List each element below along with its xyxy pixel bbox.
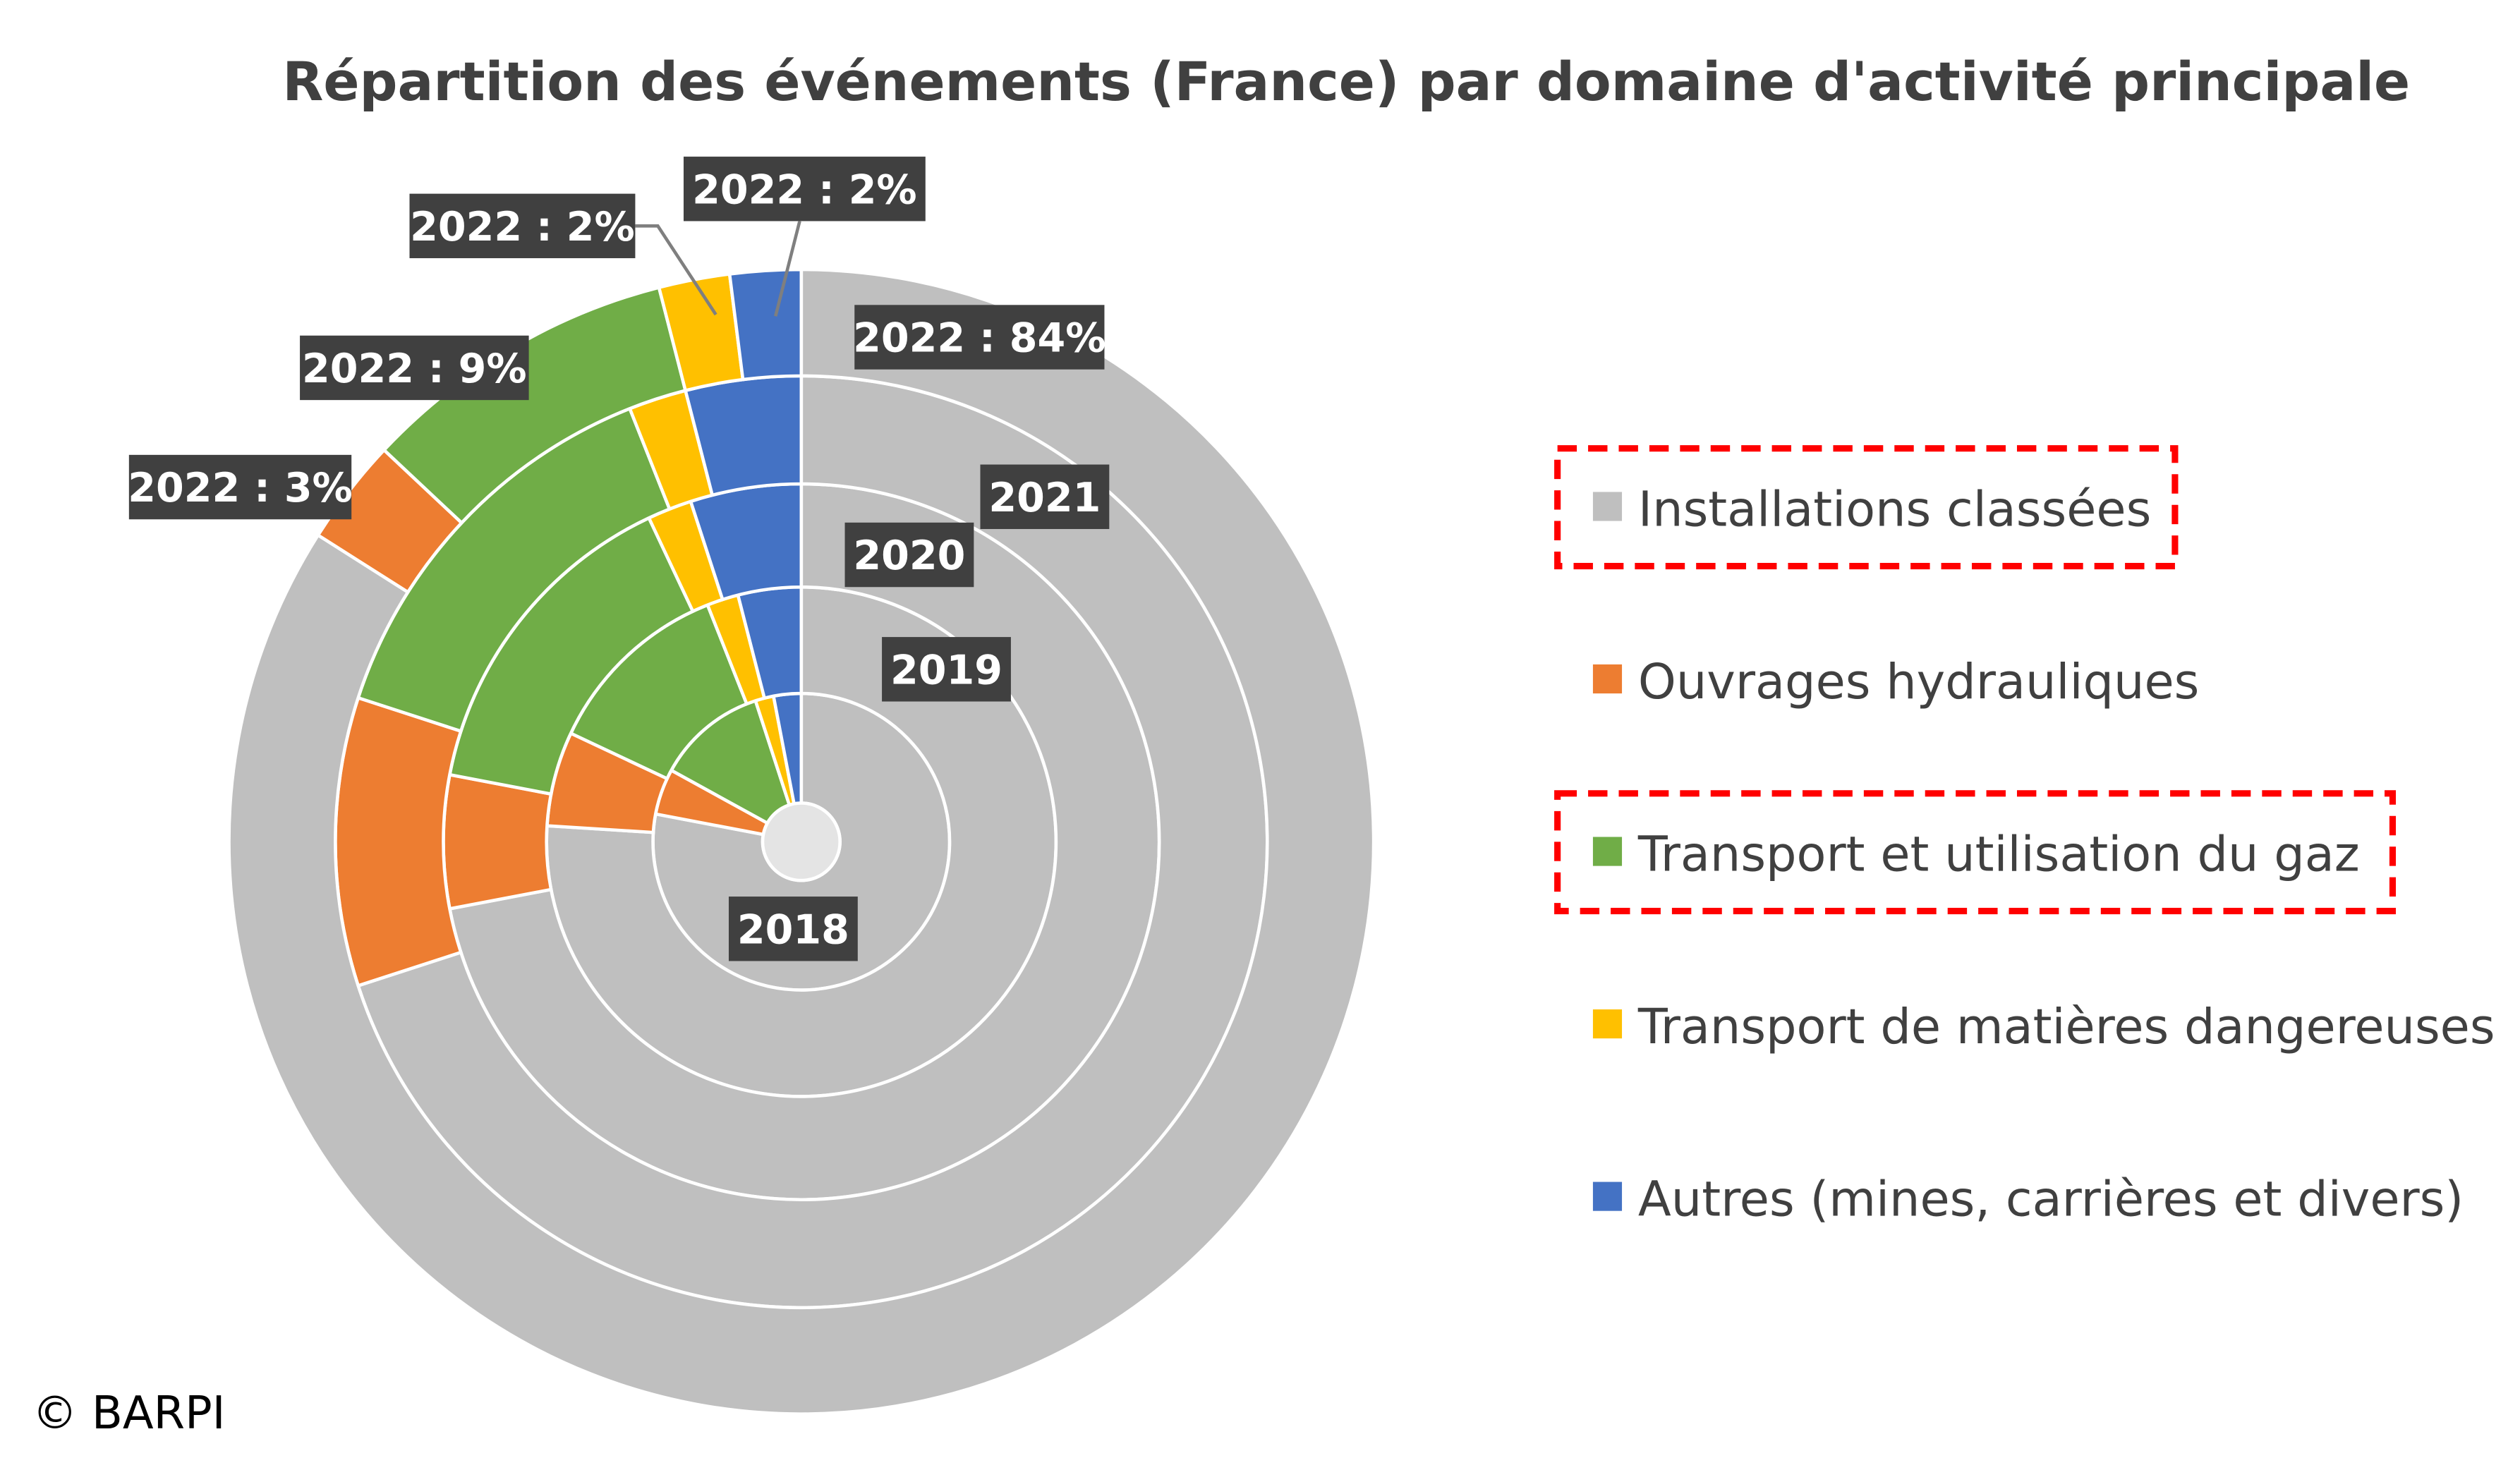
- ring-label-2020: 2020: [844, 522, 974, 588]
- chart-data-labels: 2018 2019 2020 2021 2022 : 84% 2022 : 3% 2022 …: [128, 157, 1110, 961]
- legend-swatch: [1592, 1182, 1623, 1211]
- data-label-1-bg: [854, 305, 1105, 370]
- ring-label-2020-bg: [844, 522, 974, 588]
- data-label-2: 2022 : 3%: [128, 454, 353, 520]
- data-label-2-bg: [128, 454, 352, 520]
- legend-swatch: [1592, 664, 1623, 694]
- legend-label: Ouvrages hydrauliques: [1638, 654, 2199, 710]
- data-label-4: 2022 : 2%: [409, 193, 636, 259]
- legend-label: Transport de matières dangereuses: [1637, 999, 2495, 1055]
- ring-label-2019-text: 2019: [890, 647, 1002, 693]
- data-label-5-bg: [683, 157, 926, 221]
- legend-swatch: [1592, 1009, 1623, 1039]
- legend-highlight-box: [1554, 790, 2397, 915]
- legend-item-installations-classees: Installations classées: [1554, 445, 2179, 570]
- legend-item-transport-de-matieres-dangereuses: Transport de matières dangereuses: [1592, 999, 2495, 1055]
- legend-label: Transport et utilisation du gaz: [1637, 826, 2360, 882]
- ring-label-2021-bg: [980, 464, 1110, 529]
- leader-line-1: [635, 224, 717, 316]
- data-label-3-bg: [300, 335, 529, 401]
- ring-label-2018-bg: [728, 897, 858, 961]
- legend-swatch: [1592, 837, 1623, 866]
- data-label-2-text: 2022 : 3%: [128, 465, 353, 511]
- legend-item-transport-et-utilisation-du-gaz: Transport et utilisation du gaz: [1554, 790, 2397, 915]
- data-label-5: 2022 : 2%: [683, 157, 926, 221]
- leader-line-2: [774, 220, 801, 317]
- chart-title: Répartition des événements (France) par …: [282, 51, 2410, 113]
- data-label-1-text: 2022 : 84%: [853, 315, 1105, 362]
- ring-label-2019-bg: [882, 637, 1011, 702]
- ring-label-2018-text: 2018: [737, 906, 849, 953]
- segment-2020-ouvrages-hydrauliques: [442, 772, 553, 911]
- chart-rings: [227, 267, 1376, 1416]
- data-label-3: 2022 : 9%: [300, 335, 529, 401]
- ring-label-2019: 2019: [882, 637, 1011, 702]
- chart-center-hole: [761, 801, 842, 882]
- data-label-4-bg: [409, 193, 636, 259]
- ring-label-2021: 2021: [980, 464, 1110, 529]
- legend-item-ouvrages-hydrauliques: Ouvrages hydrauliques: [1592, 654, 2199, 710]
- ring-label-2020-text: 2020: [853, 533, 965, 579]
- segment-2021-ouvrages-hydrauliques: [334, 696, 464, 988]
- data-label-5-text: 2022 : 2%: [692, 166, 917, 213]
- legend-label: Autres (mines, carrières et divers): [1638, 1172, 2464, 1228]
- data-label-3-text: 2022 : 9%: [302, 346, 527, 392]
- segment-2022-autres-mines-carrieres-et-divers: [727, 267, 804, 382]
- legend-label: Installations classées: [1638, 481, 2151, 537]
- copyright-text: © BARPI: [32, 1387, 226, 1440]
- ring-label-2018: 2018: [728, 897, 858, 961]
- legend-highlight-box: [1554, 445, 2179, 570]
- segment-2022-installations-classees: [227, 267, 1376, 1416]
- data-label-4-text: 2022 : 2%: [410, 204, 635, 250]
- legend-item-autres-mines-carrieres-et-divers: Autres (mines, carrières et divers): [1592, 1172, 2464, 1228]
- data-label-1: 2022 : 84%: [853, 305, 1106, 370]
- legend-swatch: [1592, 492, 1623, 521]
- chart-legend: Installations classées Ouvrages hydrauliq…: [1554, 445, 2495, 1228]
- ring-label-2021-text: 2021: [988, 475, 1101, 521]
